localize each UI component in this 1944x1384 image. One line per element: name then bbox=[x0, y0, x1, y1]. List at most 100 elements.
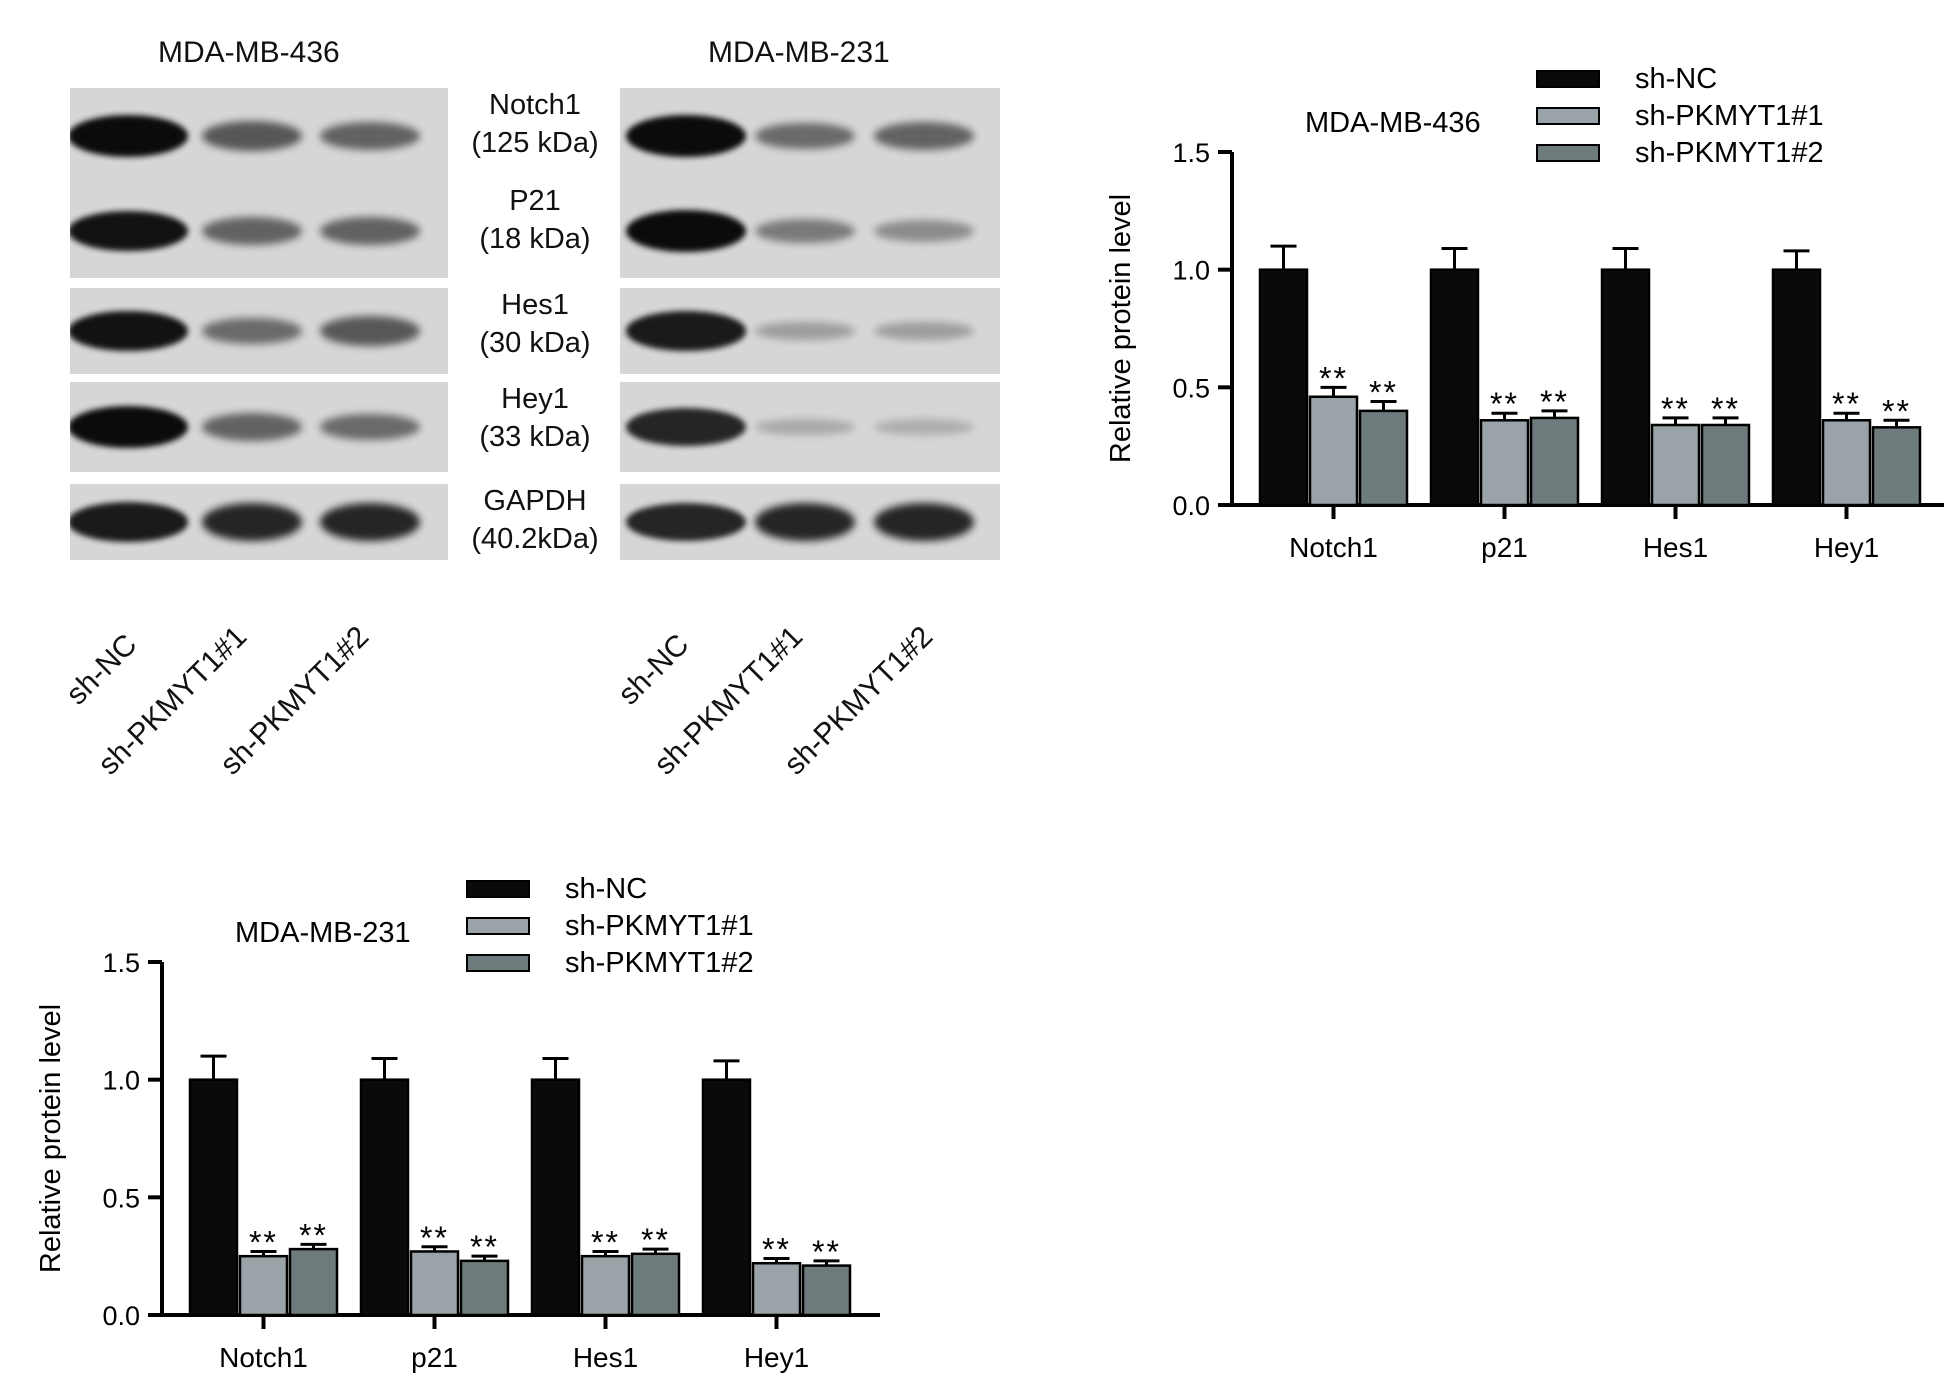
blot-row-hes1 bbox=[70, 288, 448, 374]
chart-title: MDA-MB-231 bbox=[235, 917, 411, 949]
bar bbox=[409, 1250, 460, 1317]
significance-mark: ** bbox=[641, 1222, 670, 1258]
protein-label: GAPDH (40.2kDa) bbox=[460, 482, 610, 558]
y-axis-label: Relative protein level bbox=[35, 1004, 67, 1273]
blot-title: MDA-MB-231 bbox=[708, 36, 890, 69]
blot-band bbox=[320, 216, 420, 246]
protein-weight: (125 kDa) bbox=[471, 127, 599, 159]
bar bbox=[1650, 423, 1701, 507]
legend-swatch bbox=[1536, 70, 1600, 88]
legend-swatch bbox=[466, 880, 530, 898]
bar bbox=[1529, 416, 1580, 507]
x-tick-label: Notch1 bbox=[1289, 532, 1378, 563]
bar bbox=[1479, 419, 1530, 507]
blot-row-notch1 bbox=[70, 88, 448, 184]
significance-mark: ** bbox=[299, 1217, 328, 1253]
significance-mark: ** bbox=[1490, 386, 1519, 422]
bar bbox=[751, 1261, 802, 1317]
bar-chart-mda-mb-436: 0.0 0.5 1.0 1.5 Relative protein level MDA-MB… bbox=[1105, 63, 1944, 563]
significance-mark: ** bbox=[420, 1220, 449, 1256]
x-tick-label: Hey1 bbox=[744, 1342, 809, 1373]
blot-band bbox=[320, 121, 420, 151]
legend-swatch bbox=[1536, 144, 1600, 162]
bar bbox=[630, 1252, 681, 1317]
bar bbox=[1600, 268, 1651, 507]
legend-label: sh-PKMYT1#1 bbox=[565, 910, 754, 942]
blot-title: MDA-MB-436 bbox=[158, 36, 340, 69]
x-tick-label: Notch1 bbox=[219, 1342, 308, 1373]
blot-row-p21 bbox=[70, 184, 448, 278]
y-tick-label: 1.0 bbox=[102, 1066, 140, 1096]
protein-weight: (18 kDa) bbox=[479, 223, 591, 255]
blot-row-hey1 bbox=[620, 382, 1000, 472]
protein-name: Hes1 bbox=[501, 289, 569, 321]
blot-row-hey1 bbox=[70, 382, 448, 472]
protein-label: Hes1 (30 kDa) bbox=[460, 286, 610, 362]
significance-mark: ** bbox=[1319, 360, 1348, 396]
blot-band bbox=[202, 503, 302, 541]
blot-band bbox=[755, 218, 855, 244]
y-tick-label: 1.5 bbox=[102, 948, 140, 978]
protein-label: P21 (18 kDa) bbox=[460, 182, 610, 258]
bar bbox=[359, 1078, 410, 1317]
protein-weight: (40.2kDa) bbox=[471, 523, 599, 555]
blot-band bbox=[626, 503, 746, 541]
x-tick-label: p21 bbox=[1481, 532, 1528, 563]
bar bbox=[1700, 423, 1751, 507]
bar bbox=[1771, 268, 1822, 507]
blot-band bbox=[626, 408, 746, 446]
blot-row-gapdh bbox=[620, 484, 1000, 560]
blot-band bbox=[874, 503, 974, 541]
x-tick-label: Hey1 bbox=[1814, 532, 1879, 563]
blot-band bbox=[70, 115, 188, 157]
blot-band bbox=[202, 216, 302, 246]
blot-band bbox=[70, 310, 188, 352]
y-tick-label: 0.5 bbox=[1172, 373, 1210, 403]
legend-label: sh-PKMYT1#2 bbox=[1635, 137, 1824, 169]
lane-label: sh-NC bbox=[612, 628, 696, 712]
significance-mark: ** bbox=[1369, 374, 1398, 410]
protein-name: Notch1 bbox=[489, 89, 581, 121]
legend-swatch bbox=[466, 954, 530, 972]
blot-band bbox=[202, 121, 302, 151]
blot-row-p21 bbox=[620, 184, 1000, 278]
blot-band bbox=[755, 122, 855, 150]
legend-swatch bbox=[466, 917, 530, 935]
legend-swatch bbox=[1536, 107, 1600, 125]
significance-mark: ** bbox=[1882, 393, 1911, 429]
significance-mark: ** bbox=[249, 1224, 278, 1260]
blot-band bbox=[874, 220, 974, 242]
legend-label: sh-PKMYT1#2 bbox=[565, 947, 754, 979]
bar bbox=[701, 1078, 752, 1317]
blot-band bbox=[202, 317, 302, 345]
significance-mark: ** bbox=[470, 1229, 499, 1265]
blot-band bbox=[755, 321, 855, 341]
blot-band bbox=[320, 316, 420, 346]
blot-band bbox=[755, 418, 855, 436]
bar bbox=[288, 1247, 339, 1317]
legend-label: sh-NC bbox=[565, 873, 647, 905]
blot-band bbox=[320, 413, 420, 441]
bar bbox=[1308, 395, 1359, 507]
blot-row-hes1 bbox=[620, 288, 1000, 374]
bar bbox=[459, 1259, 510, 1317]
bar bbox=[1821, 419, 1872, 507]
y-tick-label: 0.5 bbox=[102, 1183, 140, 1213]
bar bbox=[580, 1254, 631, 1317]
chart-title: MDA-MB-436 bbox=[1305, 107, 1481, 139]
significance-mark: ** bbox=[591, 1224, 620, 1260]
protein-weight: (33 kDa) bbox=[479, 421, 591, 453]
bar bbox=[530, 1078, 581, 1317]
bar bbox=[801, 1264, 852, 1317]
y-tick-label: 0.0 bbox=[1172, 491, 1210, 521]
protein-name: GAPDH bbox=[483, 485, 587, 517]
bar-chart-mda-mb-231: 0.0 0.5 1.0 1.5 Relative protein level MDA-MB… bbox=[35, 873, 880, 1373]
bar bbox=[238, 1254, 289, 1317]
x-tick-label: p21 bbox=[411, 1342, 458, 1373]
blot-band bbox=[202, 412, 302, 442]
bar bbox=[1358, 409, 1409, 507]
blot-band bbox=[755, 503, 855, 541]
blot-band bbox=[70, 406, 188, 448]
blot-band bbox=[626, 115, 746, 157]
protein-name: P21 bbox=[509, 185, 561, 217]
